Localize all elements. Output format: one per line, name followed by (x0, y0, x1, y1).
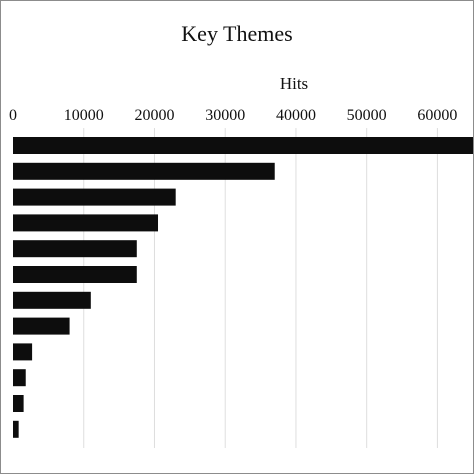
x-axis-ticks: 0 10000 20000 30000 40000 50000 60000 (9, 107, 457, 124)
bar (13, 420, 19, 438)
bar (13, 395, 24, 412)
x-tick-label: 30000 (205, 107, 245, 124)
x-tick-label: 40000 (276, 107, 316, 124)
bar (13, 266, 137, 283)
bar (13, 343, 33, 361)
bar (13, 188, 176, 206)
bar (13, 240, 137, 258)
x-axis-label: Hits (280, 74, 308, 93)
x-tick-label: 50000 (347, 107, 387, 124)
bar (13, 369, 26, 387)
bar (13, 162, 275, 180)
chart-title: Key Themes (181, 21, 292, 46)
x-tick-label: 0 (9, 107, 17, 124)
bar (13, 214, 159, 232)
x-tick-label: 20000 (134, 107, 174, 124)
bar (13, 137, 473, 154)
bars (13, 137, 473, 438)
bar (13, 291, 91, 309)
x-tick-label: 60000 (417, 107, 457, 124)
gridlines (83, 128, 438, 448)
x-tick-label: 10000 (64, 107, 104, 124)
bar (13, 317, 70, 335)
